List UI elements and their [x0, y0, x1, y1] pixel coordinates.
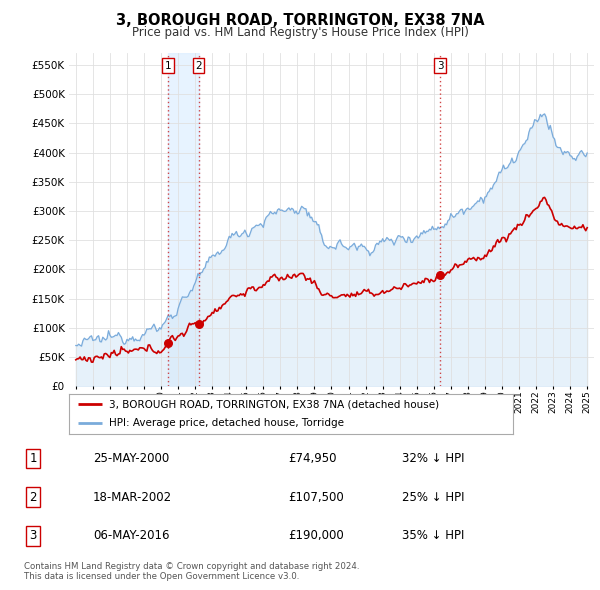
- Text: 25% ↓ HPI: 25% ↓ HPI: [402, 490, 464, 504]
- Text: 3: 3: [437, 61, 443, 71]
- Text: 1: 1: [164, 61, 171, 71]
- Text: 25-MAY-2000: 25-MAY-2000: [93, 452, 169, 465]
- Text: 2: 2: [195, 61, 202, 71]
- Text: £74,950: £74,950: [288, 452, 337, 465]
- Text: Price paid vs. HM Land Registry's House Price Index (HPI): Price paid vs. HM Land Registry's House …: [131, 26, 469, 39]
- Text: HPI: Average price, detached house, Torridge: HPI: Average price, detached house, Torr…: [109, 418, 344, 428]
- Point: [435, 271, 445, 280]
- Point: [163, 338, 173, 348]
- Text: 3, BOROUGH ROAD, TORRINGTON, EX38 7NA: 3, BOROUGH ROAD, TORRINGTON, EX38 7NA: [116, 13, 484, 28]
- Text: 3, BOROUGH ROAD, TORRINGTON, EX38 7NA (detached house): 3, BOROUGH ROAD, TORRINGTON, EX38 7NA (d…: [109, 399, 439, 409]
- Text: £190,000: £190,000: [288, 529, 344, 542]
- Text: 32% ↓ HPI: 32% ↓ HPI: [402, 452, 464, 465]
- Text: 1: 1: [29, 452, 37, 465]
- Text: 35% ↓ HPI: 35% ↓ HPI: [402, 529, 464, 542]
- Text: 18-MAR-2002: 18-MAR-2002: [93, 490, 172, 504]
- Text: Contains HM Land Registry data © Crown copyright and database right 2024.
This d: Contains HM Land Registry data © Crown c…: [24, 562, 359, 581]
- Bar: [168, 53, 199, 386]
- Point: [194, 319, 203, 328]
- Text: 2: 2: [29, 490, 37, 504]
- Text: £107,500: £107,500: [288, 490, 344, 504]
- Text: 3: 3: [29, 529, 37, 542]
- Text: 06-MAY-2016: 06-MAY-2016: [93, 529, 170, 542]
